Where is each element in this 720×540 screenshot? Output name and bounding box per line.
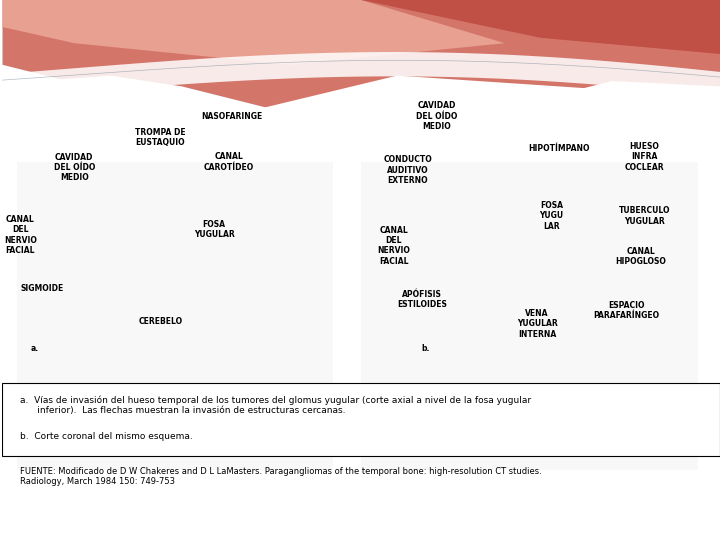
Text: CONDUCTO
AUDITIVO
EXTERNO: CONDUCTO AUDITIVO EXTERNO [384,155,432,185]
Text: b.  Corte coronal del mismo esquema.: b. Corte coronal del mismo esquema. [20,432,193,441]
FancyBboxPatch shape [361,162,698,470]
Polygon shape [2,0,505,65]
Text: SIGMOIDE: SIGMOIDE [20,285,63,293]
Polygon shape [2,76,720,151]
Text: FUENTE: Modificado de D W Chakeres and D L LaMasters. Paragangliomas of the temp: FUENTE: Modificado de D W Chakeres and D… [20,467,542,487]
Text: FOSA
YUGU
LAR: FOSA YUGU LAR [539,201,564,231]
Text: CEREBELO: CEREBELO [138,317,182,326]
Text: TUBERCULO
YUGULAR: TUBERCULO YUGULAR [619,206,670,226]
Text: CAVIDAD
DEL OÍDO
MEDIO: CAVIDAD DEL OÍDO MEDIO [53,152,95,183]
Text: APÓFISIS
ESTILOIDES: APÓFISIS ESTILOIDES [397,290,447,309]
Text: HIPOTÍMPANO: HIPOTÍMPANO [528,144,589,153]
Text: VENA
YUGULAR
INTERNA: VENA YUGULAR INTERNA [517,309,557,339]
Polygon shape [2,52,720,98]
Text: CANAL
HIPOGLOSO: CANAL HIPOGLOSO [616,247,667,266]
Polygon shape [2,0,720,119]
Text: a.  Vías de invasión del hueso temporal de los tumores del glomus yugular (corte: a. Vías de invasión del hueso temporal d… [20,395,531,415]
FancyBboxPatch shape [17,162,333,470]
Text: FOSA
YUGULAR: FOSA YUGULAR [194,220,235,239]
Text: CANAL
CAROTÍDEO: CANAL CAROTÍDEO [203,152,253,172]
FancyBboxPatch shape [9,151,713,475]
FancyBboxPatch shape [2,383,720,456]
Text: NASOFARINGE: NASOFARINGE [202,112,263,120]
Text: b.: b. [422,344,430,353]
Text: TROMPA DE
EUSTAQUIO: TROMPA DE EUSTAQUIO [135,128,186,147]
Text: ESPACIO
PARAFARÍNGEO: ESPACIO PARAFARÍNGEO [594,301,660,320]
Text: HUESO
INFRA
COCLEAR: HUESO INFRA COCLEAR [625,141,665,172]
Text: CAVIDAD
DEL OÍDO
MEDIO: CAVIDAD DEL OÍDO MEDIO [416,101,457,131]
Text: CANAL
DEL
NERVIO
FACIAL: CANAL DEL NERVIO FACIAL [4,215,37,255]
Text: CANAL
DEL
NERVIO
FACIAL: CANAL DEL NERVIO FACIAL [377,226,410,266]
Text: a.: a. [31,344,39,353]
Polygon shape [361,0,720,54]
